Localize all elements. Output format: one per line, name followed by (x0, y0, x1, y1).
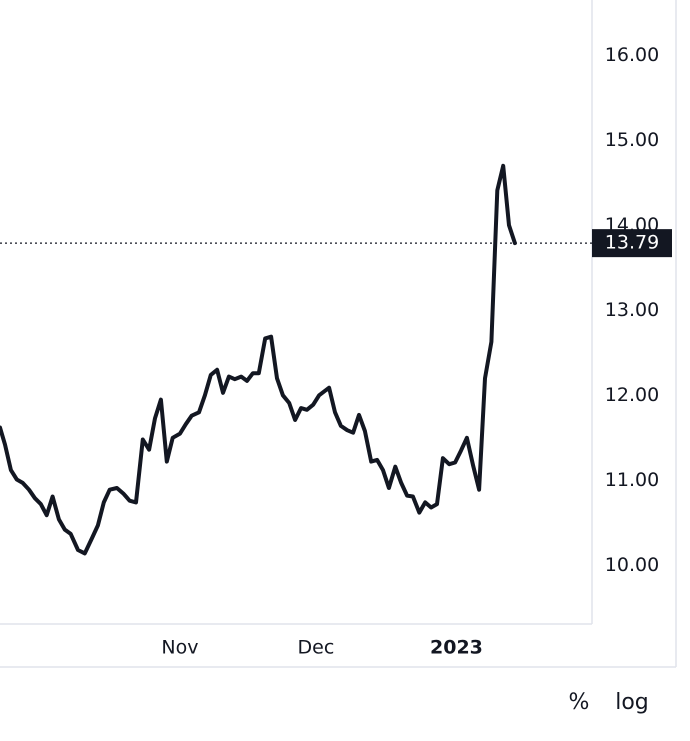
y-tick-label: 13.00 (605, 299, 659, 321)
y-tick-label: 16.00 (605, 44, 659, 66)
last-price-label: 13.79 (605, 232, 659, 254)
log-button[interactable]: log (615, 690, 649, 715)
y-tick-label: 10.00 (605, 554, 659, 576)
x-tick-label: Nov (161, 637, 198, 659)
percent-button[interactable]: % (569, 690, 590, 715)
x-tick-label: Dec (298, 637, 335, 659)
price-line (0, 163, 517, 556)
y-tick-label: 12.00 (605, 384, 659, 406)
last-price-box (592, 229, 672, 258)
y-tick-label: 11.00 (605, 469, 659, 491)
y-tick-label: 15.00 (605, 129, 659, 151)
x-tick-label: 2023 (430, 637, 483, 659)
